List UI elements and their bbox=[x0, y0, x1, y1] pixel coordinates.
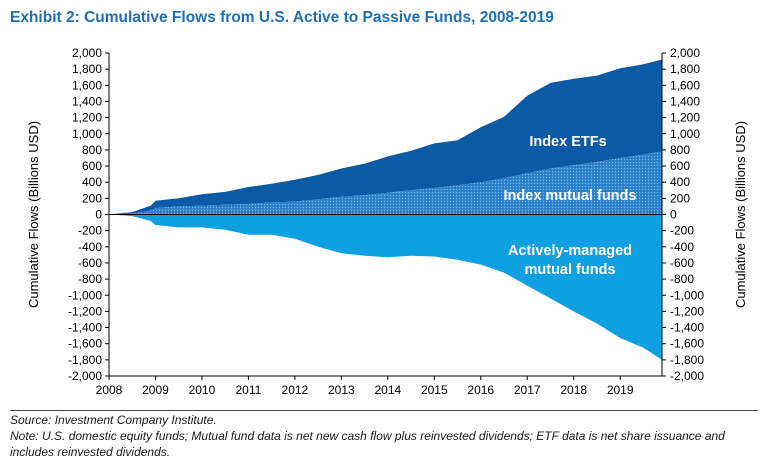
y-tick-label-left: 1,000 bbox=[72, 127, 102, 141]
x-tick-label: 2017 bbox=[514, 383, 541, 397]
y-tick-label-left: -2,000 bbox=[68, 369, 102, 383]
chart-title: Exhibit 2: Cumulative Flows from U.S. Ac… bbox=[10, 9, 554, 26]
y-tick-label-right: 200 bbox=[670, 191, 690, 205]
y-tick-label-right: -2,000 bbox=[670, 369, 704, 383]
y-tick-label-left: -800 bbox=[78, 272, 102, 286]
y-tick-label-left: 1,800 bbox=[72, 62, 102, 76]
y-tick-label-left: 800 bbox=[82, 143, 102, 157]
y-tick-label-right: -200 bbox=[670, 224, 694, 238]
y-tick-label-left: 1,600 bbox=[72, 78, 102, 92]
y-tick-label-left: 2,000 bbox=[72, 46, 102, 60]
label-actively-managed-line1: Actively-managed bbox=[508, 243, 632, 259]
label-index-etfs: Index ETFs bbox=[529, 134, 606, 150]
y-tick-label-left: 1,200 bbox=[72, 111, 102, 125]
y-tick-label-left: 400 bbox=[82, 175, 102, 189]
y-tick-label-right: -1,000 bbox=[670, 288, 704, 302]
y-tick-label-right: 1,000 bbox=[670, 127, 700, 141]
y-tick-label-right: -1,800 bbox=[670, 353, 704, 367]
y-tick-label-left: 1,400 bbox=[72, 94, 102, 108]
y-tick-label-left: -1,200 bbox=[68, 304, 102, 318]
label-index-mutual-funds: Index mutual funds bbox=[504, 188, 637, 204]
y-tick-label-right: 2,000 bbox=[670, 46, 700, 60]
chart: 2,000 2,000 1,800 1,800 1,600 1,600 1,400 1,400… bbox=[26, 46, 748, 397]
y-tick-label-left: -400 bbox=[78, 240, 102, 254]
area-actively-managed bbox=[109, 214, 662, 360]
x-tick-label: 2008 bbox=[96, 383, 123, 397]
y-tick-label-left: -200 bbox=[78, 224, 102, 238]
x-tick-label: 2015 bbox=[421, 383, 448, 397]
x-tick-label: 2010 bbox=[189, 383, 216, 397]
y-tick-label-right: 1,800 bbox=[670, 62, 700, 76]
x-tick-label: 2014 bbox=[374, 383, 401, 397]
y-tick-label-right: -800 bbox=[670, 272, 694, 286]
x-tick-label: 2018 bbox=[560, 383, 587, 397]
x-tick-label: 2011 bbox=[236, 383, 262, 397]
x-tick-label: 2016 bbox=[467, 383, 494, 397]
y-tick-label-left: -1,800 bbox=[68, 353, 102, 367]
footer-divider bbox=[10, 410, 758, 411]
axes: 2,000 2,000 1,800 1,800 1,600 1,600 1,400 1,400… bbox=[26, 46, 748, 397]
y-tick-label-right: 1,600 bbox=[670, 78, 700, 92]
y-tick-label-right: 1,200 bbox=[670, 111, 700, 125]
y-tick-label-left: -1,600 bbox=[68, 337, 102, 351]
area-index-etfs bbox=[109, 59, 662, 215]
y-tick-label-left: -1,400 bbox=[68, 321, 102, 335]
x-tick-label: 2009 bbox=[142, 383, 169, 397]
plot-area bbox=[109, 59, 662, 360]
label-actively-managed-line2: mutual funds bbox=[524, 262, 615, 278]
x-tick-label: 2013 bbox=[328, 383, 355, 397]
y-axis-title-right: Cumulative Flows (Billions USD) bbox=[733, 121, 748, 308]
y-tick-label-left: 0 bbox=[95, 208, 102, 222]
y-tick-label-right: -600 bbox=[670, 256, 694, 270]
y-tick-label-right: -400 bbox=[670, 240, 694, 254]
y-tick-label-right: 600 bbox=[670, 159, 690, 173]
annotations: Index ETFs Index mutual funds Actively-man… bbox=[504, 134, 637, 278]
x-tick-label: 2019 bbox=[607, 383, 634, 397]
y-tick-label-right: 400 bbox=[670, 175, 690, 189]
y-axis-title-left: Cumulative Flows (Billions USD) bbox=[26, 121, 41, 308]
y-tick-label-right: 800 bbox=[670, 143, 690, 157]
y-tick-label-right: -1,400 bbox=[670, 321, 704, 335]
x-tick-label: 2012 bbox=[282, 383, 309, 397]
y-tick-label-right: 0 bbox=[670, 208, 677, 222]
source-note: Source: Investment Company Institute. bbox=[10, 413, 217, 427]
footnote: Note: U.S. domestic equity funds; Mutual… bbox=[10, 429, 725, 459]
y-tick-label-left: 600 bbox=[82, 159, 102, 173]
area-index-mutual-funds bbox=[109, 151, 662, 215]
y-tick-label-left: -600 bbox=[78, 256, 102, 270]
y-tick-label-right: 1,400 bbox=[670, 94, 700, 108]
y-tick-label-left: 200 bbox=[82, 191, 102, 205]
y-tick-label-left: -1,000 bbox=[68, 288, 102, 302]
y-tick-label-right: -1,200 bbox=[670, 304, 704, 318]
y-tick-label-right: -1,600 bbox=[670, 337, 704, 351]
